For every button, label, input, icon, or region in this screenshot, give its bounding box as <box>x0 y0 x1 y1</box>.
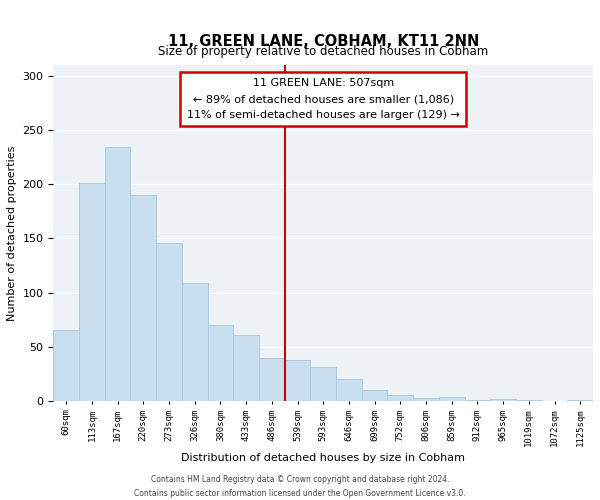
Bar <box>259 358 284 401</box>
Bar <box>464 400 490 401</box>
Bar <box>362 390 388 401</box>
Bar <box>388 396 413 401</box>
Bar <box>413 398 439 401</box>
Text: Contains HM Land Registry data © Crown copyright and database right 2024.
Contai: Contains HM Land Registry data © Crown c… <box>134 476 466 498</box>
Bar <box>130 195 156 401</box>
Y-axis label: Number of detached properties: Number of detached properties <box>7 145 17 320</box>
Bar <box>439 396 464 401</box>
Bar <box>310 368 336 401</box>
Bar <box>336 379 362 401</box>
Bar <box>284 360 310 401</box>
X-axis label: Distribution of detached houses by size in Cobham: Distribution of detached houses by size … <box>181 453 465 463</box>
Text: 11 GREEN LANE: 507sqm
← 89% of detached houses are smaller (1,086)
11% of semi-d: 11 GREEN LANE: 507sqm ← 89% of detached … <box>187 78 460 120</box>
Title: 11, GREEN LANE, COBHAM, KT11 2NN: 11, GREEN LANE, COBHAM, KT11 2NN <box>167 34 479 48</box>
Bar <box>490 398 516 401</box>
Text: Size of property relative to detached houses in Cobham: Size of property relative to detached ho… <box>158 46 488 59</box>
Bar <box>105 148 130 401</box>
Bar <box>156 242 182 401</box>
Bar <box>182 283 208 401</box>
Bar <box>516 400 542 401</box>
Bar <box>53 330 79 401</box>
Bar <box>233 335 259 401</box>
Bar <box>79 183 105 401</box>
Bar <box>568 400 593 401</box>
Bar <box>208 325 233 401</box>
